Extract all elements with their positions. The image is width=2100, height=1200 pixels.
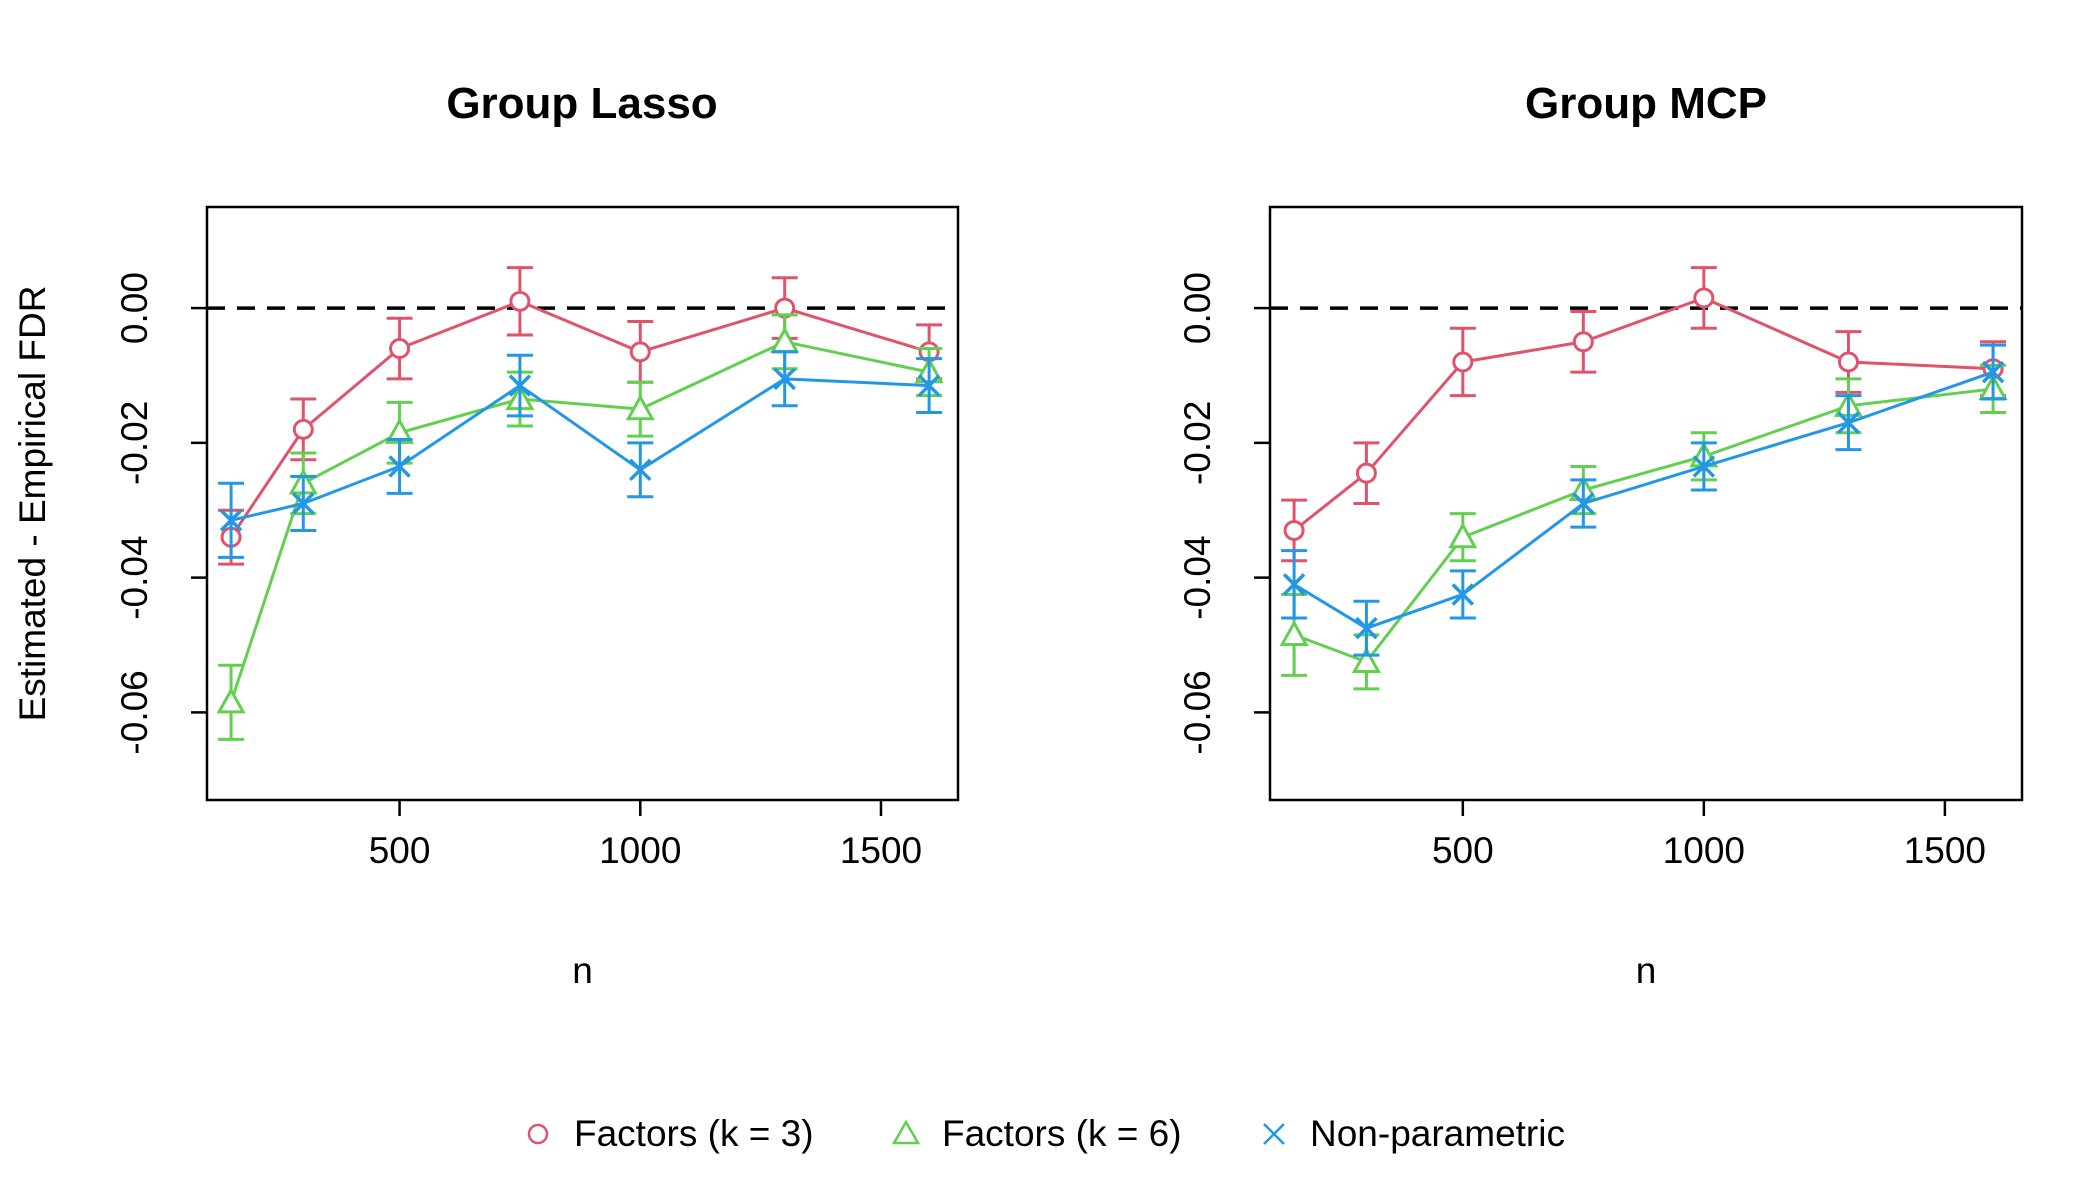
y-tick-label: -0.04 bbox=[114, 535, 155, 619]
data-point-x bbox=[1451, 583, 1475, 606]
data-point-circle bbox=[629, 341, 651, 363]
legend-label: Factors (k = 6) bbox=[942, 1113, 1182, 1154]
legend-label: Non-parametric bbox=[1310, 1113, 1565, 1154]
y-tick-label: 0.00 bbox=[114, 272, 155, 344]
data-point-x bbox=[917, 374, 941, 397]
x-tick-label: 500 bbox=[1432, 830, 1494, 871]
x-tick-label: 1000 bbox=[1663, 830, 1745, 871]
x-tick-label: 500 bbox=[369, 830, 431, 871]
x-tick-label: 1500 bbox=[840, 830, 922, 871]
legend-item-non-parametric: Non-parametric bbox=[1263, 1113, 1565, 1154]
data-point-x bbox=[388, 455, 411, 478]
panel-group-mcp: Group MCP 500 1000 1500 0.00 -0.02 -0.04 -0.06 n bbox=[1177, 79, 2024, 991]
data-point-x bbox=[219, 509, 243, 532]
data-point-circle bbox=[1837, 351, 1859, 373]
data-point-x bbox=[1355, 616, 1378, 640]
data-point-x bbox=[1692, 455, 1716, 478]
plot-frame bbox=[205, 205, 960, 802]
data-point-x bbox=[508, 374, 532, 397]
legend-item-factors-k6: Factors (k = 6) bbox=[891, 1113, 1182, 1154]
chart-title: Group Lasso bbox=[446, 79, 717, 128]
data-point-triangle bbox=[1448, 522, 1478, 549]
data-point-x bbox=[629, 458, 652, 482]
x-tick-label: 1500 bbox=[1904, 830, 1986, 871]
x-axis-label: n bbox=[1636, 950, 1657, 991]
data-point-x bbox=[773, 367, 796, 391]
data-point-x bbox=[1572, 492, 1595, 515]
data-point-triangle bbox=[1279, 619, 1309, 647]
legend-label: Factors (k = 3) bbox=[574, 1113, 814, 1154]
data-point-circle bbox=[1452, 351, 1474, 373]
y-tick-label: -0.02 bbox=[114, 401, 155, 485]
y-tick-label: -0.06 bbox=[114, 670, 155, 754]
data-point-circle bbox=[1693, 287, 1715, 309]
x-tick-label: 1000 bbox=[599, 830, 681, 871]
data-point-triangle bbox=[625, 394, 655, 421]
data-point-circle bbox=[1355, 462, 1377, 484]
legend-item-factors-k3: Factors (k = 3) bbox=[527, 1113, 814, 1154]
y-tick-label: -0.06 bbox=[1177, 670, 1218, 754]
series-x bbox=[218, 350, 943, 559]
legend-circle-marker bbox=[527, 1123, 549, 1145]
data-point-circle bbox=[389, 338, 411, 360]
data-point-circle bbox=[1283, 519, 1305, 541]
data-point-x bbox=[292, 492, 315, 515]
data-point-circle bbox=[509, 290, 531, 312]
data-point-triangle bbox=[1351, 646, 1381, 673]
legend-triangle-marker bbox=[891, 1119, 921, 1145]
panel-group-lasso: Group Lasso 500 1000 1500 0.00 -0.02 -0.04 -0.0… bbox=[12, 79, 960, 991]
plot-frame bbox=[1268, 205, 2024, 802]
legend: Factors (k = 3) Factors (k = 6) Non-para… bbox=[527, 1113, 1565, 1154]
data-point-x bbox=[1837, 411, 1860, 434]
series-x bbox=[1281, 343, 2007, 657]
y-axis-label: Estimated - Empirical FDR bbox=[12, 286, 53, 722]
x-axis-label: n bbox=[572, 950, 593, 991]
data-point-x bbox=[1981, 360, 2005, 384]
data-point-circle bbox=[1572, 331, 1594, 353]
y-tick-label: 0.00 bbox=[1177, 272, 1218, 344]
legend-x-marker bbox=[1263, 1123, 1285, 1145]
y-tick-label: -0.02 bbox=[1177, 401, 1218, 485]
data-point-triangle bbox=[216, 687, 246, 714]
chart-title: Group MCP bbox=[1525, 79, 1767, 128]
data-point-x bbox=[1282, 573, 1306, 596]
y-tick-label: -0.04 bbox=[1177, 535, 1218, 619]
data-point-circle bbox=[292, 418, 314, 440]
